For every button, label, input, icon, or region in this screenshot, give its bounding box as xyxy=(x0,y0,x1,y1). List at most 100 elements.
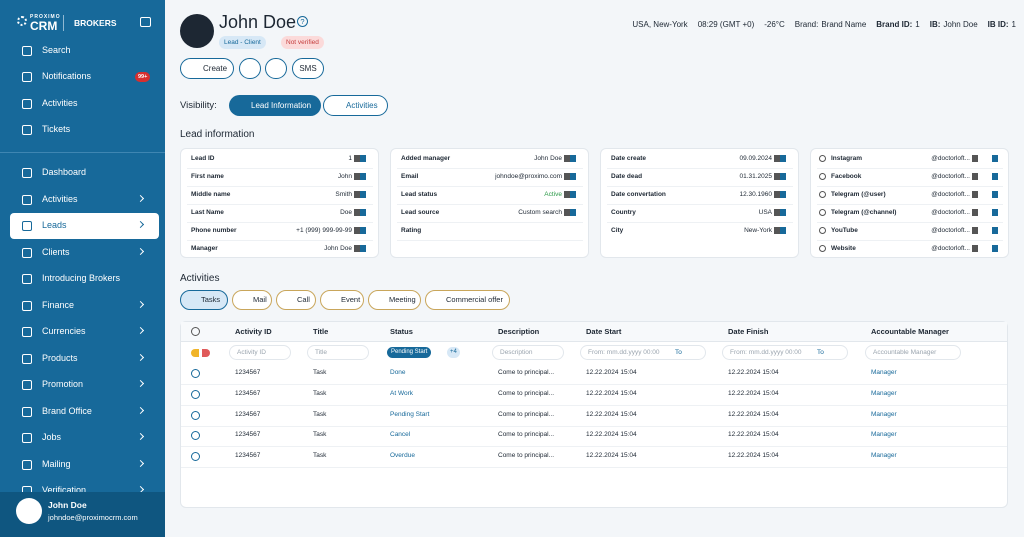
call-button[interactable] xyxy=(239,58,261,79)
collapse-icon[interactable] xyxy=(140,17,151,27)
manager-link[interactable]: Manager xyxy=(871,410,897,418)
menu-item[interactable]: Clients xyxy=(10,240,159,266)
menu-item[interactable]: Dashboard xyxy=(10,160,159,186)
column-header[interactable]: Description xyxy=(498,327,540,336)
top-menu-item[interactable]: Activities xyxy=(10,91,159,117)
activity-status: Overdue xyxy=(390,452,415,460)
field-action[interactable] xyxy=(354,245,366,252)
menu-item[interactable]: Finance xyxy=(10,293,159,319)
tab-activities[interactable]: Activities xyxy=(323,95,388,116)
header-row-bg xyxy=(181,322,1007,342)
field-action[interactable] xyxy=(354,155,366,162)
field-action[interactable] xyxy=(972,245,998,252)
field-action[interactable] xyxy=(774,173,786,180)
menu-item[interactable]: Introducing Brokers xyxy=(10,266,159,292)
manager-link[interactable]: Manager xyxy=(871,389,897,397)
activity-filter[interactable]: Tasks xyxy=(180,290,228,310)
menu-item[interactable]: Brand Office xyxy=(10,399,159,425)
field-action[interactable] xyxy=(972,155,998,162)
activity-description: Come to principal... xyxy=(498,431,554,439)
menu-item[interactable]: Activities xyxy=(10,187,159,213)
field-value: +1 (999) 999-99-99 xyxy=(296,227,352,234)
create-button[interactable]: Create xyxy=(180,58,234,79)
filter-input[interactable]: From: mm.dd.yyyy 00:00 xyxy=(580,345,706,360)
sms-button[interactable]: SMS xyxy=(292,58,324,79)
date-to[interactable]: To xyxy=(817,349,824,356)
column-header[interactable]: Title xyxy=(313,327,329,336)
manager-link[interactable]: Manager xyxy=(871,431,897,439)
field-value: 1 xyxy=(348,155,352,162)
filter-icons xyxy=(191,349,210,357)
email-button[interactable] xyxy=(265,58,287,79)
status-chip[interactable]: Pending Start xyxy=(387,347,432,358)
activity-filter[interactable]: Commercial offer xyxy=(425,290,510,310)
edit-icon[interactable] xyxy=(191,452,200,462)
field-label: Facebook xyxy=(831,173,862,180)
field-action[interactable] xyxy=(354,227,366,234)
filter-input[interactable]: Activity ID xyxy=(229,345,291,360)
row-divider xyxy=(181,404,1007,406)
tab-lead-information[interactable]: Lead Information xyxy=(229,95,321,116)
row-divider xyxy=(607,204,793,205)
filter-input[interactable]: Description xyxy=(492,345,564,360)
info-value: -26°C xyxy=(764,19,785,29)
column-header[interactable]: Date Start xyxy=(586,327,622,336)
field-action[interactable] xyxy=(564,191,576,198)
field-action[interactable] xyxy=(564,173,576,180)
column-header[interactable]: Activity ID xyxy=(235,327,272,336)
menu-item[interactable]: Promotion xyxy=(10,372,159,398)
field-action[interactable] xyxy=(354,191,366,198)
field-action[interactable] xyxy=(972,173,998,180)
field-label: Telegram (@channel) xyxy=(831,209,897,216)
field-action[interactable] xyxy=(564,155,576,162)
filter-input[interactable]: Accountable Manager xyxy=(865,345,961,360)
manager-link[interactable]: Manager xyxy=(871,452,897,460)
row-divider xyxy=(181,446,1007,448)
activity-filter[interactable]: Meeting xyxy=(368,290,421,310)
status-tag[interactable]: Lead - Client xyxy=(219,36,266,49)
menu-item[interactable]: Mailing xyxy=(10,452,159,478)
edit-icon[interactable] xyxy=(191,410,200,420)
settings-icon[interactable] xyxy=(191,327,200,336)
edit-icon[interactable] xyxy=(191,369,200,378)
help-icon[interactable]: ? xyxy=(297,16,308,27)
field-action[interactable] xyxy=(972,227,998,234)
column-header[interactable]: Accountable Manager xyxy=(871,327,949,336)
menu-item[interactable]: Currencies xyxy=(10,319,159,345)
date-start: 12.22.2024 15:04 xyxy=(586,431,637,439)
field-action[interactable] xyxy=(354,209,366,216)
menu-item[interactable]: Products xyxy=(10,346,159,372)
field-action[interactable] xyxy=(774,155,786,162)
activity-filter[interactable]: Event xyxy=(320,290,364,310)
filter-input[interactable]: Title xyxy=(307,345,369,360)
field-action[interactable] xyxy=(354,173,366,180)
top-menu-item[interactable]: Tickets xyxy=(10,117,159,143)
column-header[interactable]: Date Finish xyxy=(728,327,769,336)
menu-icon xyxy=(22,72,32,83)
field-action[interactable] xyxy=(774,227,786,234)
edit-icon[interactable] xyxy=(191,389,200,399)
manager-link[interactable]: Manager xyxy=(871,369,897,376)
field-value: @doctorloft... xyxy=(931,245,970,252)
top-menu-item[interactable]: Notifications 99+ xyxy=(10,64,159,90)
field-action[interactable] xyxy=(774,191,786,198)
info-value: 08:29 (GMT +0) xyxy=(697,19,755,29)
activity-filter[interactable]: Mail xyxy=(232,290,272,310)
edit-icon[interactable] xyxy=(191,431,200,441)
menu-item[interactable]: Leads xyxy=(10,213,159,239)
menu-item[interactable]: Jobs xyxy=(10,425,159,451)
activity-filter[interactable]: Call xyxy=(276,290,316,310)
field-action[interactable] xyxy=(564,209,576,216)
row-divider xyxy=(817,204,1003,205)
info-item: -26°C xyxy=(764,18,785,30)
top-menu-item[interactable]: Search xyxy=(10,38,159,64)
filter-input[interactable]: From: mm.dd.yyyy 00:00 xyxy=(722,345,848,360)
menu-icon xyxy=(22,98,32,109)
field-action[interactable] xyxy=(972,191,998,198)
date-finish: 12.22.2024 15:04 xyxy=(728,452,779,460)
activity-title: Task xyxy=(313,369,327,376)
column-header[interactable]: Status xyxy=(390,327,413,336)
date-to[interactable]: To xyxy=(675,349,682,356)
field-action[interactable] xyxy=(972,209,998,216)
field-action[interactable] xyxy=(774,209,786,216)
